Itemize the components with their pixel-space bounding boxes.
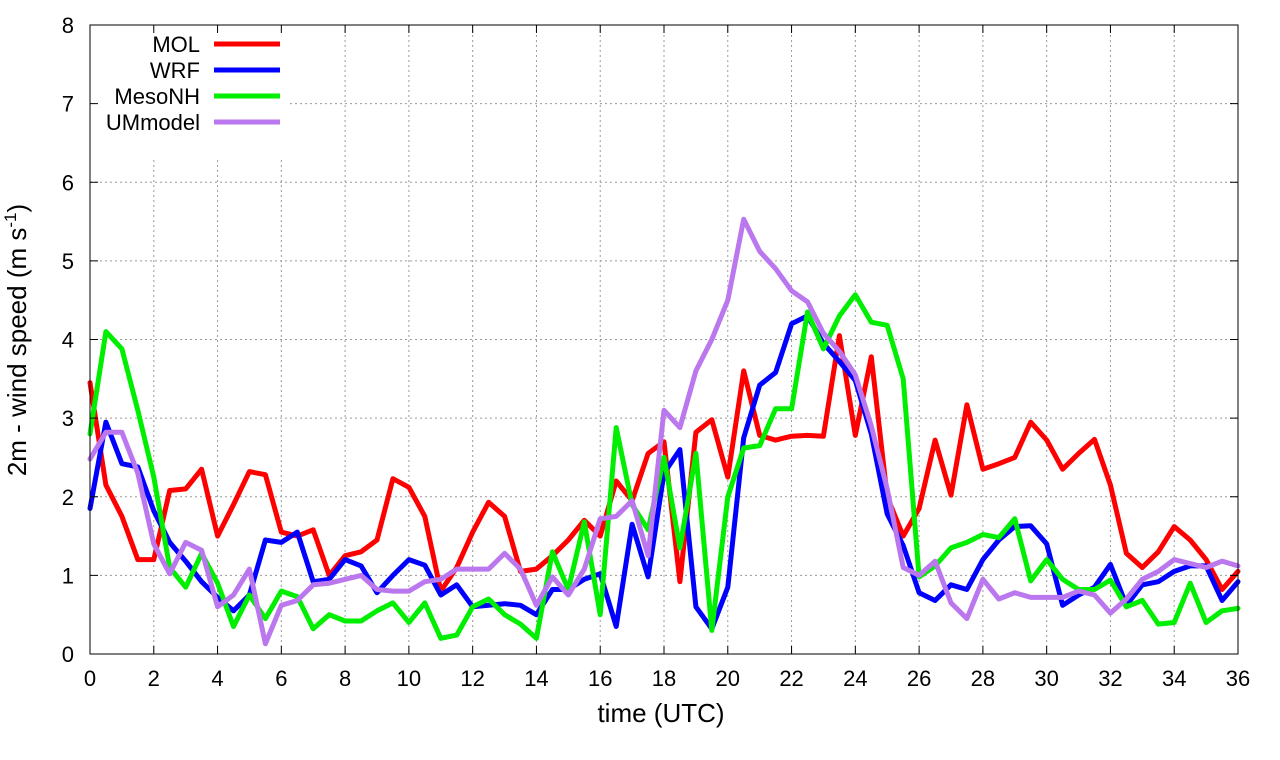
grid-lines xyxy=(90,25,1238,654)
y-axis-label: 2m - wind speed (m s-1) xyxy=(1,204,32,476)
x-tick-label: 30 xyxy=(1034,666,1058,691)
y-tick-label: 0 xyxy=(62,642,74,667)
x-tick-label: 6 xyxy=(275,666,287,691)
legend-label-wrf: WRF xyxy=(150,58,200,83)
x-tick-label: 28 xyxy=(971,666,995,691)
y-axis-label-main: 2m - wind speed (m s xyxy=(2,228,32,477)
series-lines xyxy=(87,216,1241,647)
y-tick-label: 2 xyxy=(62,485,74,510)
legend-label-mesonh: MesoNH xyxy=(114,84,200,109)
x-tick-label: 32 xyxy=(1098,666,1122,691)
series-line-ummodel xyxy=(87,216,1241,647)
legend-label-mol: MOL xyxy=(152,32,200,57)
x-tick-label: 4 xyxy=(211,666,223,691)
y-tick-label: 8 xyxy=(62,13,74,38)
x-tick-label: 24 xyxy=(843,666,867,691)
x-tick-label: 26 xyxy=(907,666,931,691)
x-tick-label: 16 xyxy=(588,666,612,691)
x-tick-label: 22 xyxy=(779,666,803,691)
series-line-mesonh xyxy=(87,292,1241,641)
x-tick-label: 20 xyxy=(716,666,740,691)
axis-ticks: 0 2 4 6 8 10 12 14 16 18 20 22 24 26 28 30 32 34 360123456… xyxy=(62,13,1250,691)
legend-label-ummodel: UMmodel xyxy=(106,110,200,135)
x-tick-label: 36 xyxy=(1226,666,1250,691)
y-axis-label-superscript: -1 xyxy=(1,213,20,228)
x-tick-label: 34 xyxy=(1162,666,1186,691)
y-tick-label: 4 xyxy=(62,328,74,353)
y-tick-label: 6 xyxy=(62,170,74,195)
y-tick-label: 1 xyxy=(62,563,74,588)
x-tick-label: 12 xyxy=(460,666,484,691)
x-tick-label: 18 xyxy=(652,666,676,691)
series-line-mol xyxy=(87,333,1241,594)
x-tick-label: 0 xyxy=(84,666,96,691)
y-tick-label: 3 xyxy=(62,406,74,431)
y-tick-label: 7 xyxy=(62,92,74,117)
x-tick-label: 14 xyxy=(524,666,548,691)
x-tick-label: 2 xyxy=(148,666,160,691)
series-line-wrf xyxy=(87,313,1241,632)
x-axis-label: time (UTC) xyxy=(597,698,724,728)
y-tick-label: 5 xyxy=(62,249,74,274)
y-axis-label-close: ) xyxy=(2,204,32,213)
x-tick-label: 10 xyxy=(397,666,421,691)
x-tick-label: 8 xyxy=(339,666,351,691)
